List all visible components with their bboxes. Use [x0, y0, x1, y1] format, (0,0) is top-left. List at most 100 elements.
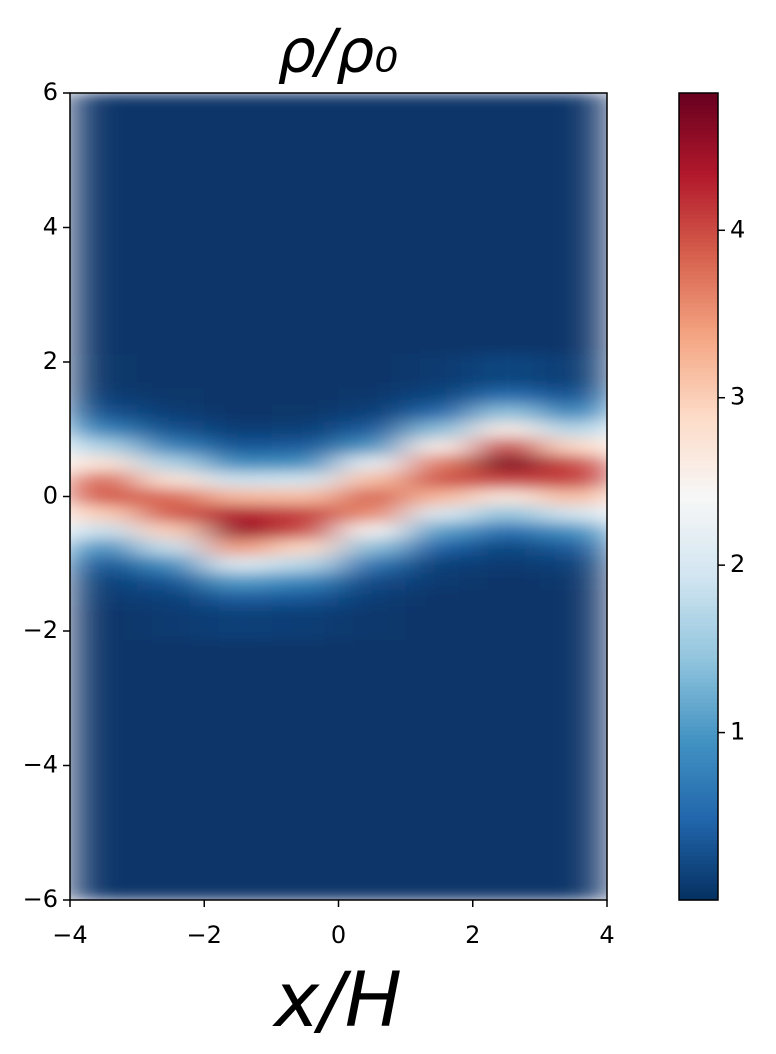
- colorbar-swatch: [679, 710, 718, 715]
- heatmap-cell: [539, 731, 607, 900]
- colorbar-swatch: [679, 867, 718, 873]
- heatmap-cell: [338, 572, 407, 590]
- colorbar-swatch: [679, 452, 718, 457]
- colorbar-swatch: [679, 641, 718, 647]
- heatmap-cell: [405, 731, 474, 900]
- heatmap-cell: [338, 471, 407, 489]
- heatmap-cell: [338, 353, 407, 388]
- heatmap-cell: [472, 93, 541, 262]
- heatmap-cell: [338, 404, 407, 422]
- heatmap-cell: [204, 488, 272, 506]
- heatmap-cell: [137, 353, 205, 388]
- colorbar-swatch: [679, 351, 718, 356]
- heatmap-cell: [472, 471, 541, 489]
- colorbar-swatch: [679, 512, 718, 518]
- colorbar-swatch: [679, 754, 718, 760]
- heatmap-cell: [137, 488, 205, 506]
- colorbar-swatch: [679, 605, 718, 611]
- colorbar-tick-label: 2: [730, 550, 745, 578]
- colorbar-swatch: [679, 468, 718, 473]
- colorbar-frame: [678, 92, 719, 901]
- heatmap-cell: [70, 588, 138, 607]
- colorbar-swatch: [679, 335, 718, 340]
- heatmap-cell: [472, 504, 541, 523]
- colorbar-swatch: [679, 282, 718, 288]
- colorbar-swatch: [679, 795, 718, 800]
- heatmap-cell: [70, 471, 138, 489]
- heatmap-cell: [137, 437, 205, 455]
- colorbar-swatch: [679, 617, 718, 623]
- colorbar-swatch: [679, 270, 718, 276]
- colorbar-swatch: [679, 690, 718, 695]
- heatmap-cell: [70, 387, 138, 405]
- heatmap-cell: [338, 538, 407, 556]
- heatmap-cell: [70, 488, 138, 506]
- colorbar-swatch: [679, 694, 718, 699]
- colorbar-swatch: [679, 573, 718, 578]
- colorbar-swatch: [679, 395, 718, 401]
- heatmap-cell: [539, 353, 607, 388]
- heatmap-cell: [204, 504, 272, 523]
- colorbar-swatch: [679, 149, 718, 155]
- colorbar-swatch: [679, 117, 718, 122]
- heatmap-cell: [137, 261, 205, 355]
- heatmap-cell: [137, 588, 205, 607]
- colorbar-swatch: [679, 327, 718, 332]
- heatmap-cell: [271, 437, 339, 455]
- heatmap-cell: [204, 420, 272, 439]
- heatmap-cell: [472, 639, 541, 733]
- heatmap-cell: [405, 93, 474, 262]
- colorbar-swatch: [679, 444, 718, 449]
- colorbar-swatch: [679, 230, 718, 235]
- colorbar-swatch: [679, 661, 718, 667]
- colorbar-swatch: [679, 169, 718, 175]
- heatmap-cell: [271, 488, 339, 506]
- heatmap-cell: [405, 454, 474, 472]
- y-tick-label: −2: [23, 616, 58, 644]
- y-tick-label: 0: [43, 482, 58, 510]
- colorbar-swatch: [679, 645, 718, 651]
- colorbar-swatch: [679, 835, 718, 841]
- colorbar-swatch: [679, 548, 718, 554]
- heatmap-cell: [204, 454, 272, 472]
- colorbar-swatch: [679, 133, 718, 138]
- heatmap-cell: [338, 261, 407, 355]
- colorbar-swatch: [679, 226, 718, 231]
- colorbar-swatch: [679, 254, 718, 260]
- colorbar-swatch: [679, 161, 718, 167]
- colorbar-swatch: [679, 165, 718, 171]
- heatmap-cell: [70, 437, 138, 455]
- colorbar: [679, 93, 718, 901]
- heatmap-cell: [405, 261, 474, 355]
- colorbar-swatch: [679, 508, 718, 514]
- colorbar-swatch: [679, 306, 718, 312]
- heatmap-cell: [405, 639, 474, 733]
- heatmap-cell: [137, 538, 205, 556]
- heatmap-cell: [271, 605, 339, 640]
- colorbar-tick-label: 4: [730, 215, 745, 243]
- colorbar-swatch: [679, 742, 718, 748]
- colorbar-swatch: [679, 238, 718, 243]
- heatmap-cell: [405, 538, 474, 556]
- heatmap-cell: [204, 387, 272, 405]
- colorbar-swatch: [679, 343, 718, 348]
- heatmap-cell: [204, 353, 272, 388]
- heatmap-cell: [405, 420, 474, 439]
- colorbar-swatch: [679, 875, 718, 881]
- heatmap-cells: [70, 93, 607, 900]
- colorbar-swatch: [679, 435, 718, 441]
- x-tick-label: −4: [52, 921, 87, 949]
- colorbar-swatch: [679, 440, 718, 445]
- colorbar-swatch: [679, 686, 718, 691]
- heatmap-cell: [204, 404, 272, 422]
- heatmap-cell: [338, 437, 407, 455]
- colorbar-swatch: [679, 730, 718, 736]
- colorbar-swatch: [679, 201, 718, 207]
- heatmap-cell: [472, 538, 541, 556]
- heatmap-cell: [338, 605, 407, 640]
- heatmap-cell: [204, 93, 272, 262]
- colorbar-swatch: [679, 476, 718, 481]
- heatmap-cell: [137, 93, 205, 262]
- colorbar-swatch: [679, 520, 718, 526]
